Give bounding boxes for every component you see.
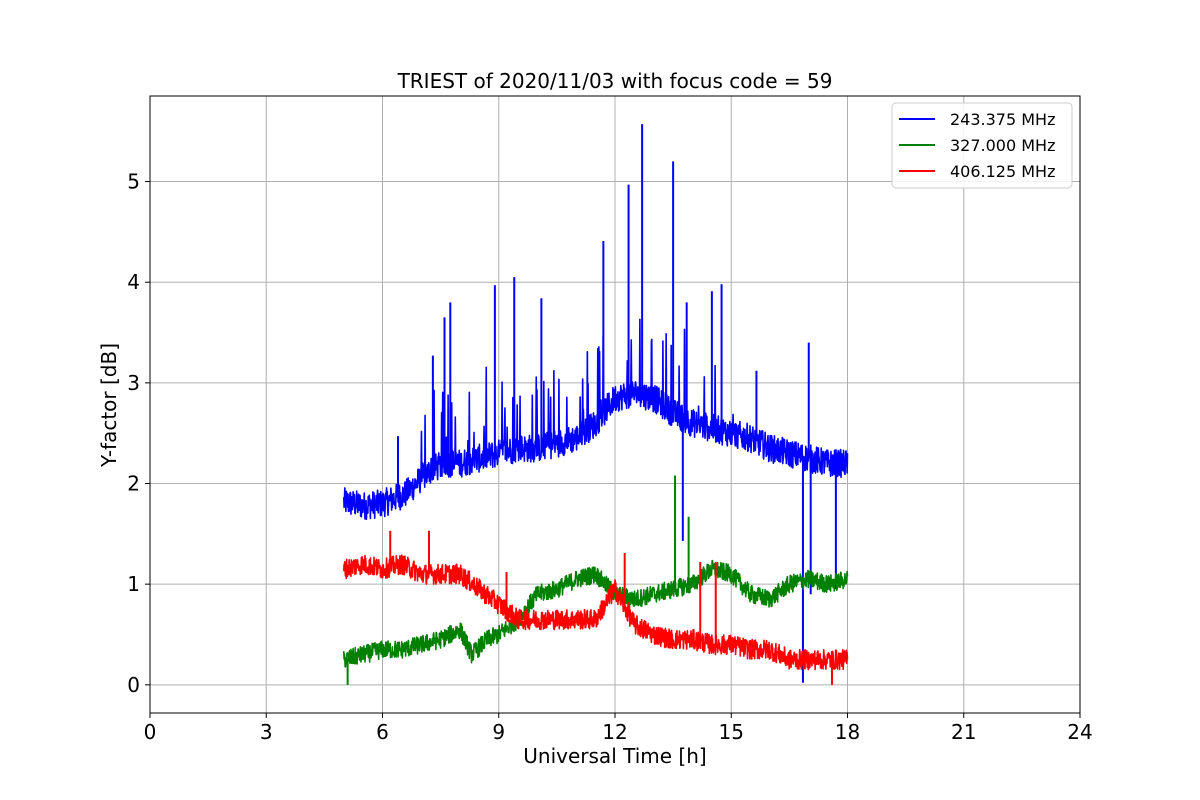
x-tick-label: 24 bbox=[1067, 720, 1092, 744]
x-axis-ticks: 0 3 6 9 12 15 18 21 24 bbox=[144, 713, 1093, 744]
y-tick-label: 1 bbox=[127, 572, 140, 596]
legend: 243.375 MHz 327.000 MHz 406.125 MHz bbox=[891, 102, 1073, 189]
series-line bbox=[342, 318, 849, 521]
legend-label: 327.000 MHz bbox=[950, 136, 1055, 155]
x-tick-label: 18 bbox=[835, 720, 860, 744]
x-tick-label: 6 bbox=[376, 720, 389, 744]
x-tick-label: 12 bbox=[602, 720, 627, 744]
series-line bbox=[342, 559, 849, 668]
legend-box bbox=[891, 102, 1073, 189]
legend-label: 406.125 MHz bbox=[950, 162, 1055, 181]
x-tick-label: 15 bbox=[719, 720, 744, 744]
x-axis-label: Universal Time [h] bbox=[523, 744, 706, 768]
x-tick-label: 3 bbox=[260, 720, 273, 744]
series-line bbox=[342, 554, 849, 671]
series-3 bbox=[342, 530, 849, 685]
x-tick-label: 21 bbox=[951, 720, 976, 744]
legend-label: 243.375 MHz bbox=[950, 110, 1055, 129]
series-1 bbox=[342, 124, 849, 683]
chart-title: TRIEST of 2020/11/03 with focus code = 5… bbox=[397, 69, 833, 93]
y-tick-label: 4 bbox=[127, 270, 140, 294]
y-tick-label: 0 bbox=[127, 673, 140, 697]
y-axis-ticks: 0 1 2 3 4 5 bbox=[127, 170, 150, 697]
x-tick-label: 9 bbox=[492, 720, 505, 744]
series-layer bbox=[342, 124, 849, 685]
y-tick-label: 5 bbox=[127, 170, 140, 194]
y-tick-label: 2 bbox=[127, 472, 140, 496]
y-tick-label: 3 bbox=[127, 371, 140, 395]
y-axis-label: Y-factor [dB] bbox=[97, 343, 121, 468]
x-tick-label: 0 bbox=[144, 720, 157, 744]
series-2 bbox=[342, 475, 849, 685]
